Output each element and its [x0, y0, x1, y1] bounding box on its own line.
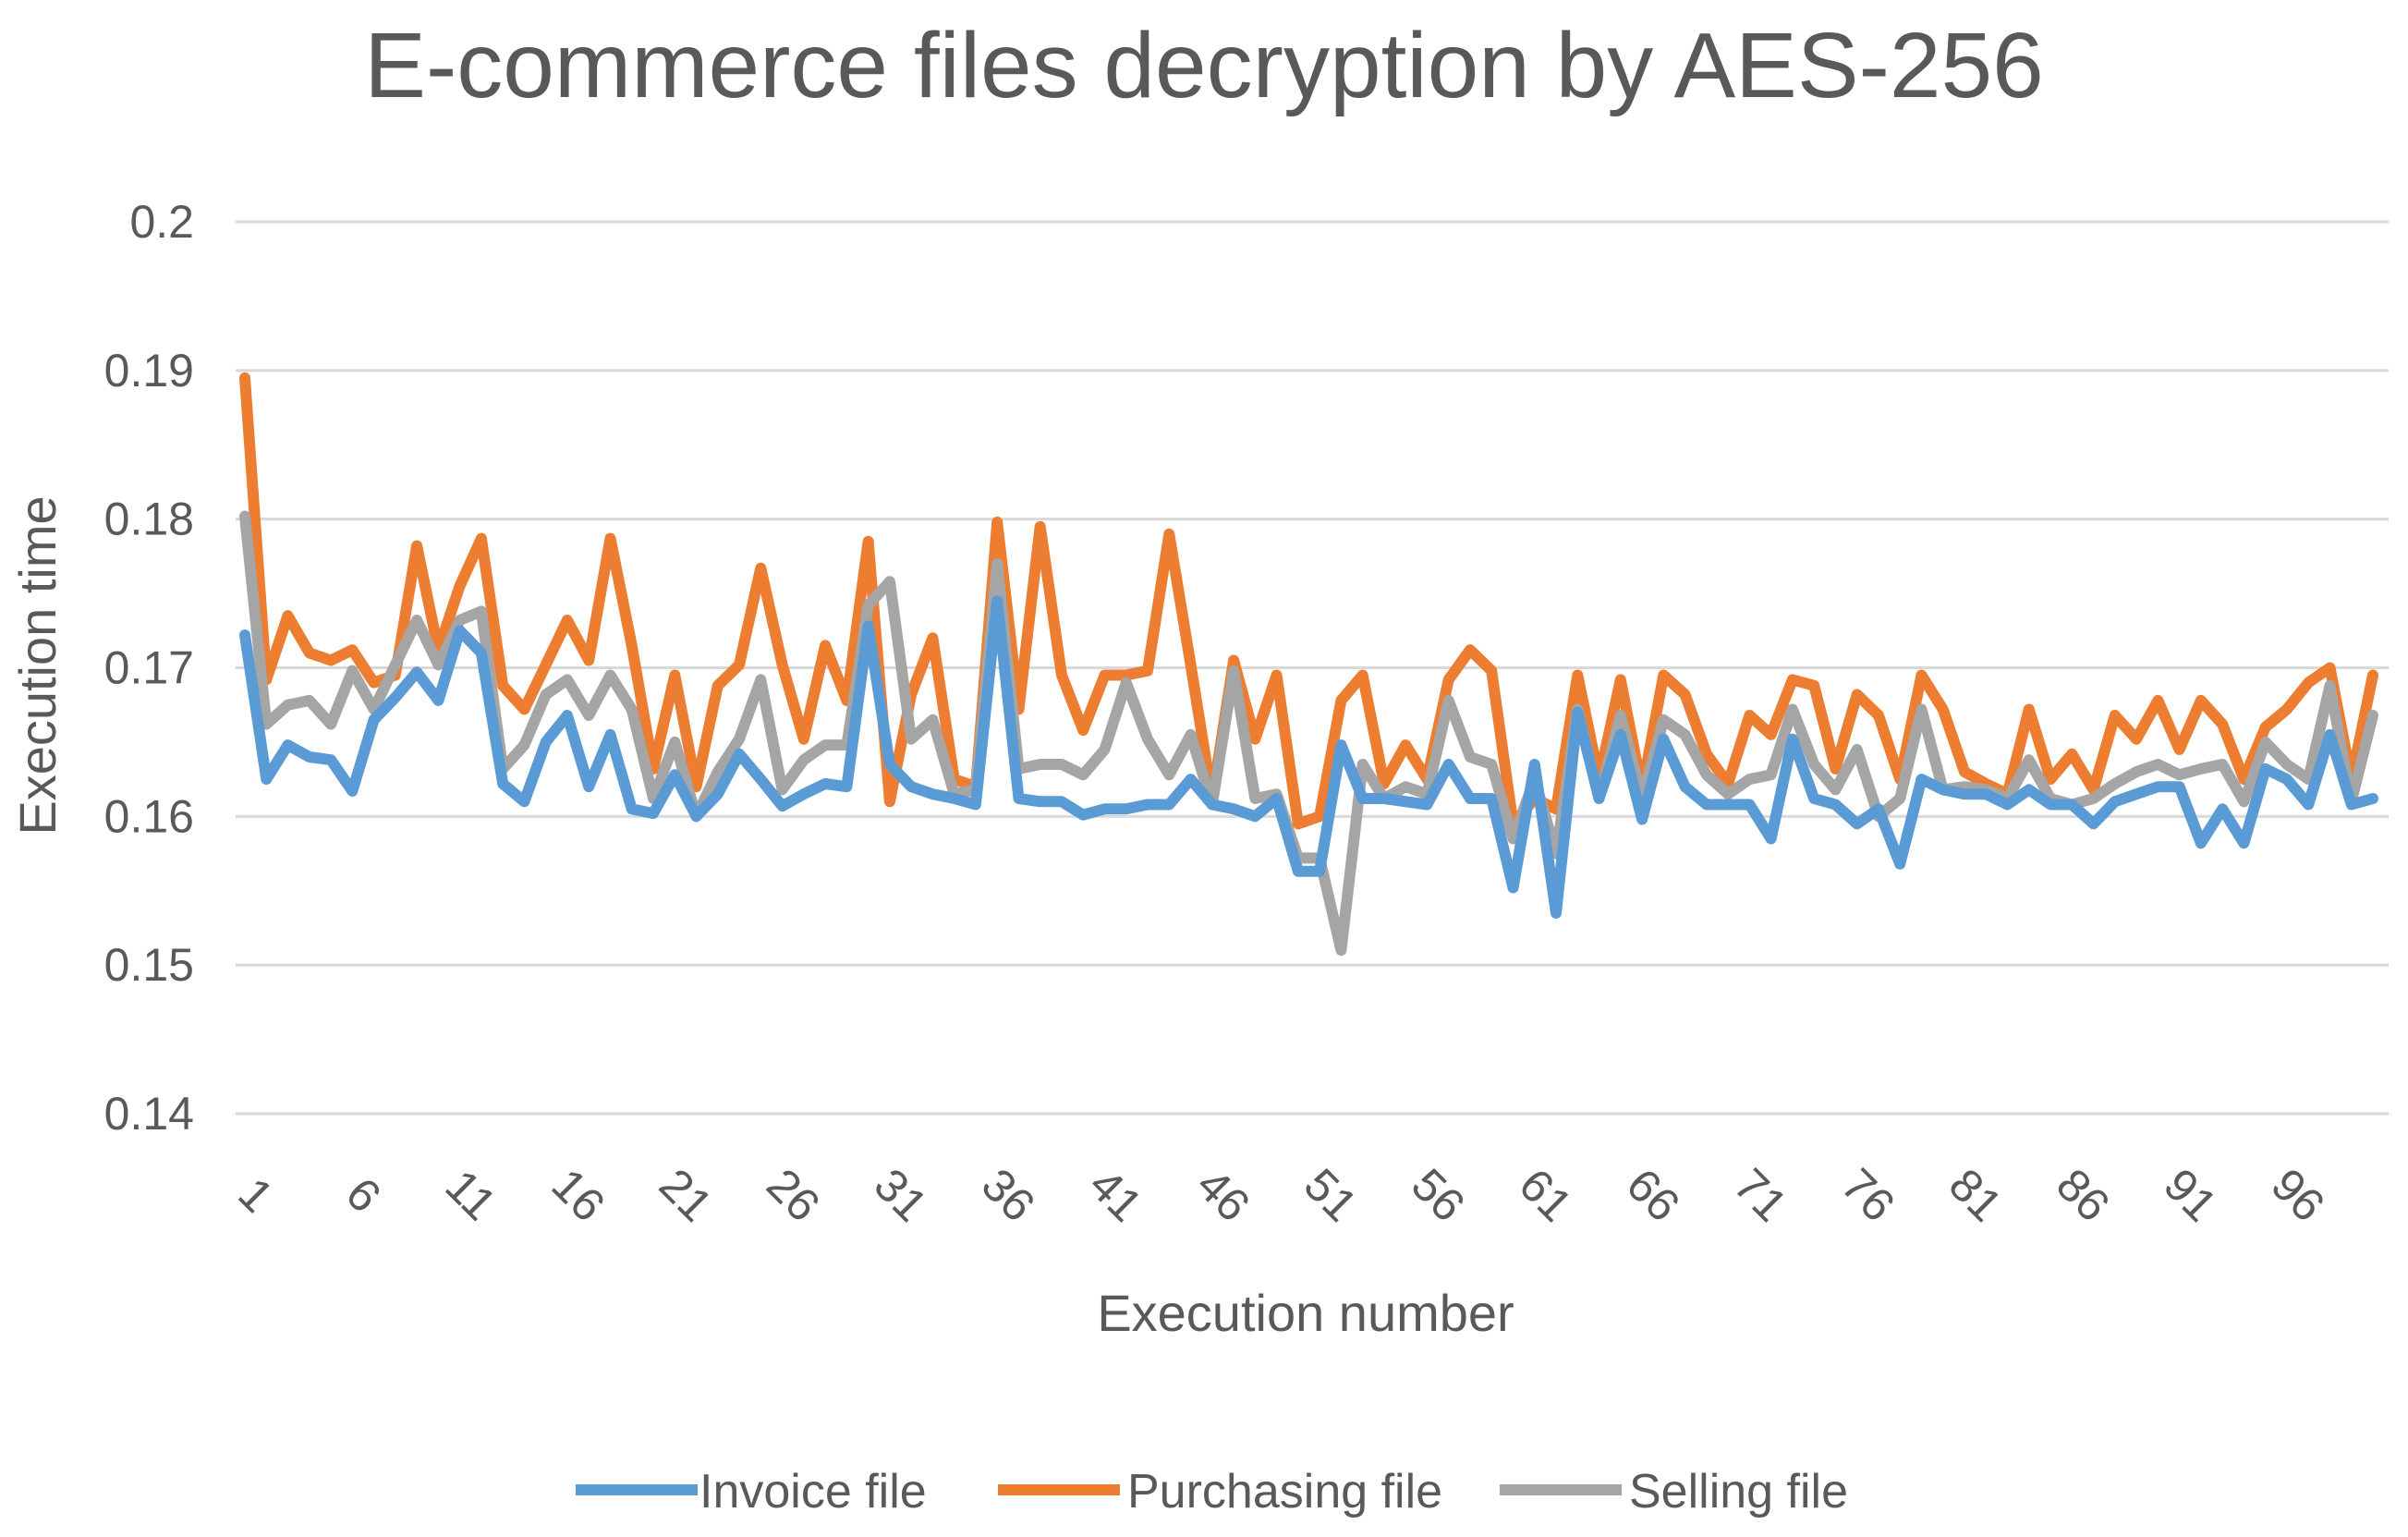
x-tick-label: 76	[1831, 1159, 1904, 1232]
x-tick-label: 16	[541, 1159, 614, 1232]
x-axis-label: Execution number	[1097, 1284, 1514, 1342]
x-axis-ticks: 1 6 11 16 21 26 31 36 41 46 51 56 61 66 71 76 81 86 91 96	[228, 1159, 2334, 1232]
y-tick-label: 0.15	[104, 939, 194, 991]
x-tick-label: 6	[336, 1167, 391, 1222]
legend-label: Invoice file	[699, 1465, 927, 1519]
x-tick-label: 21	[650, 1159, 723, 1232]
x-tick-label: 41	[1079, 1159, 1152, 1232]
x-tick-label: 1	[228, 1167, 283, 1222]
legend: Invoice file Purchasing file Selling file	[576, 1465, 1848, 1519]
x-tick-label: 86	[2047, 1159, 2120, 1232]
y-tick-label: 0.19	[104, 345, 194, 396]
y-axis-ticks: 0.14 0.15 0.16 0.17 0.18 0.19 0.2	[104, 196, 194, 1140]
chart-title: E-commerce files decryption by AES-256	[364, 14, 2043, 117]
x-tick-label: 66	[1617, 1159, 1690, 1232]
gridlines	[236, 220, 2389, 1116]
x-tick-label: 26	[757, 1159, 830, 1232]
x-tick-label: 31	[864, 1159, 937, 1232]
series-lines	[239, 372, 2378, 957]
y-tick-label: 0.14	[104, 1088, 194, 1140]
x-tick-label: 71	[1724, 1159, 1797, 1232]
x-tick-label: 96	[2262, 1159, 2335, 1232]
series-line-purchasing-file	[239, 372, 2378, 830]
x-tick-label: 61	[1509, 1159, 1582, 1232]
x-tick-label: 56	[1402, 1159, 1475, 1232]
y-tick-label: 0.2	[129, 196, 194, 248]
x-tick-label: 46	[1186, 1159, 1259, 1232]
y-tick-label: 0.17	[104, 642, 194, 694]
x-tick-label: 51	[1295, 1159, 1368, 1232]
series-line-invoice-file	[239, 595, 2378, 919]
x-tick-label: 36	[972, 1159, 1045, 1232]
y-tick-label: 0.18	[104, 494, 194, 545]
legend-label: Purchasing file	[1127, 1465, 1442, 1519]
x-tick-label: 81	[1940, 1159, 2013, 1232]
y-axis-label: Execution time	[8, 495, 67, 835]
y-tick-label: 0.16	[104, 790, 194, 842]
x-tick-label: 91	[2154, 1159, 2227, 1232]
x-tick-label: 11	[435, 1160, 505, 1230]
legend-label: Selling file	[1629, 1465, 1848, 1519]
series-line-selling-file	[239, 510, 2378, 957]
